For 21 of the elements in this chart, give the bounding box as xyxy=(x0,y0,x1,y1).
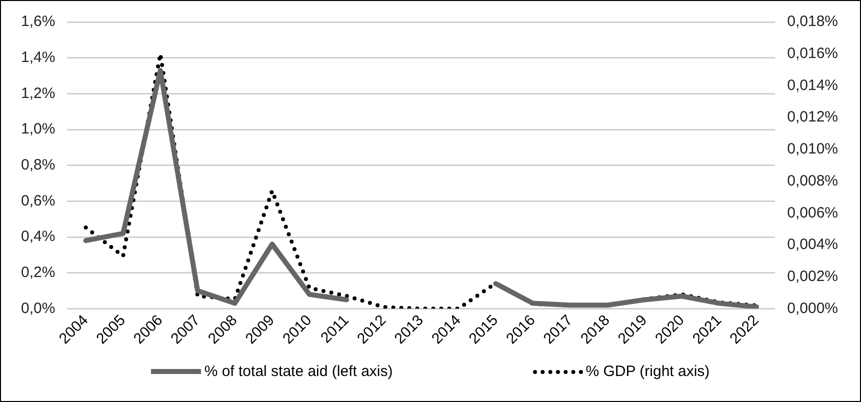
y-tick-label: 1,6% xyxy=(20,13,56,30)
y-tick-label: 0,6% xyxy=(20,192,56,210)
y2-tick-label: 0,016% xyxy=(787,44,838,62)
y2-tick-label: 0,014% xyxy=(787,76,838,94)
legend-label: % of total state aid (left axis) xyxy=(204,363,393,380)
y-tick-label: 1,0% xyxy=(20,120,56,138)
y2-tick-label: 0,012% xyxy=(787,108,838,126)
y2-tick-label: 0,000% xyxy=(787,300,838,317)
y-tick-label: 0,2% xyxy=(20,264,56,281)
y-tick-label: 1,2% xyxy=(20,84,56,102)
y-tick-label: 0,8% xyxy=(20,156,56,174)
y2-tick-label: 0,008% xyxy=(787,172,838,190)
y2-tick-label: 0,004% xyxy=(787,236,838,254)
y-tick-label: 0,4% xyxy=(20,228,56,246)
legend-label: % GDP (right axis) xyxy=(586,363,710,380)
y-tick-label: 0,0% xyxy=(20,300,56,317)
y2-tick-label: 0,010% xyxy=(787,140,838,158)
y2-tick-label: 0,002% xyxy=(787,268,838,285)
y2-tick-label: 0,006% xyxy=(787,204,838,222)
y-tick-label: 1,4% xyxy=(20,48,56,66)
y2-tick-label: 0,018% xyxy=(787,13,838,30)
